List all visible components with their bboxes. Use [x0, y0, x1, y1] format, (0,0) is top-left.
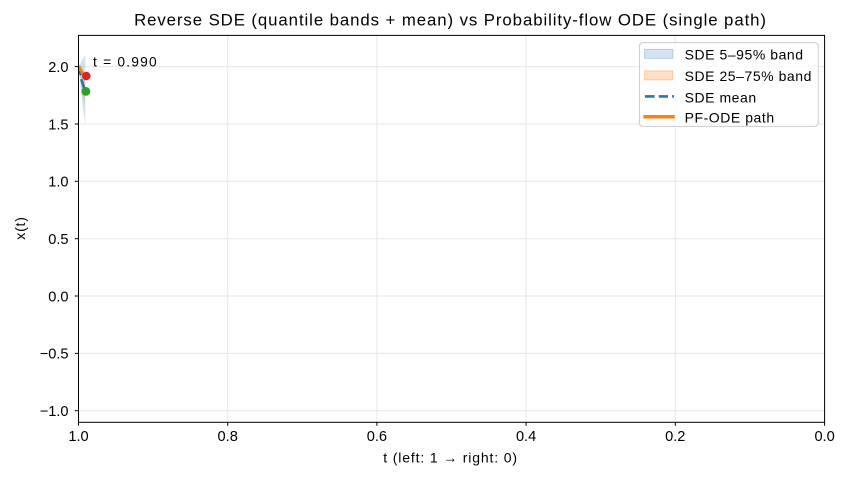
svg-text:SDE 25–75% band: SDE 25–75% band [685, 68, 812, 84]
svg-text:PF-ODE path: PF-ODE path [685, 110, 775, 126]
svg-text:0.5: 0.5 [48, 232, 68, 248]
svg-text:x(t): x(t) [12, 216, 28, 239]
svg-text:0.8: 0.8 [218, 429, 238, 445]
svg-text:2.0: 2.0 [48, 60, 68, 76]
svg-text:SDE mean: SDE mean [685, 89, 757, 105]
svg-text:0.0: 0.0 [814, 429, 834, 445]
svg-text:0.2: 0.2 [665, 429, 685, 445]
svg-text:1.0: 1.0 [68, 429, 88, 445]
svg-text:0.0: 0.0 [48, 289, 68, 305]
svg-text:t (left: 1 → right: 0): t (left: 1 → right: 0) [383, 450, 518, 466]
svg-text:−0.5: −0.5 [40, 347, 69, 363]
svg-text:Reverse SDE (quantile bands +: Reverse SDE (quantile bands + mean) vs P… [134, 11, 767, 30]
svg-text:1.0: 1.0 [48, 175, 68, 191]
svg-text:0.4: 0.4 [516, 429, 536, 445]
svg-text:1.5: 1.5 [48, 117, 68, 133]
svg-text:−1.0: −1.0 [40, 404, 69, 420]
svg-text:0.6: 0.6 [367, 429, 387, 445]
svg-text:t = 0.990: t = 0.990 [93, 55, 158, 70]
svg-text:SDE 5–95% band: SDE 5–95% band [685, 47, 804, 63]
